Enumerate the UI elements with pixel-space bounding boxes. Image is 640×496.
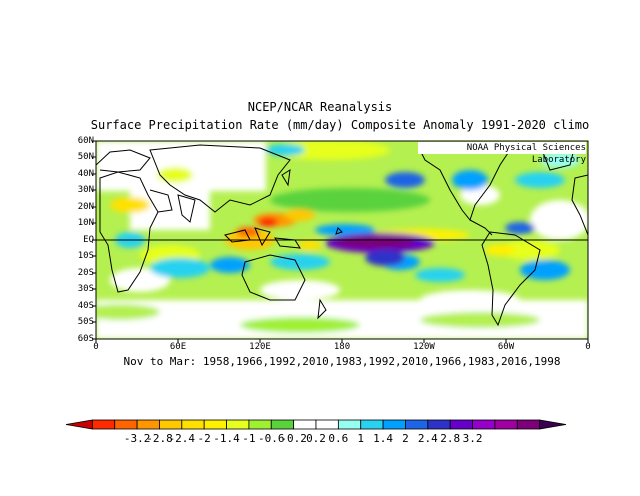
colorbar-label: -2 bbox=[197, 432, 211, 445]
colorbar-swatch bbox=[337, 419, 362, 430]
colorbar-label: -1 bbox=[242, 432, 256, 445]
lat-label: 40S bbox=[77, 301, 94, 311]
lon-label: 0 bbox=[585, 342, 591, 352]
colorbar-label: -3.2 bbox=[123, 432, 151, 445]
lon-label: 0 bbox=[93, 342, 99, 352]
composite-years-caption: Nov to Mar: 1958,1966,1992,2010,1983,199… bbox=[123, 355, 561, 368]
colorbar-swatch bbox=[248, 419, 272, 430]
colorbar-swatch bbox=[516, 419, 541, 430]
lat-label: 30N bbox=[77, 185, 94, 195]
lat-label: 10S bbox=[77, 251, 94, 261]
colorbar-label: -0.6 bbox=[258, 432, 285, 445]
colorbar-label: 1.4 bbox=[373, 432, 394, 445]
colorbar-swatch bbox=[449, 419, 473, 430]
colorbar-swatch bbox=[181, 419, 205, 430]
colorbar-swatch bbox=[293, 419, 317, 430]
title-line1: NCEP/NCAR Reanalysis bbox=[247, 100, 393, 114]
colorbar-swatch bbox=[405, 419, 429, 430]
anomaly-field bbox=[96, 141, 588, 339]
coastlines bbox=[96, 144, 588, 327]
colorbar-swatch bbox=[65, 419, 93, 430]
ticks bbox=[92, 140, 589, 343]
colorbar-label: 3.2 bbox=[462, 432, 483, 445]
colorbar-swatch bbox=[159, 419, 183, 430]
lat-label: 60S bbox=[77, 334, 94, 344]
lat-label: 50S bbox=[77, 317, 94, 327]
colorbar-label: -2.4 bbox=[168, 432, 196, 445]
colorbar-swatch bbox=[382, 419, 406, 430]
lat-label: 50N bbox=[77, 152, 94, 162]
watermark-box bbox=[418, 142, 586, 154]
colorbar-label: -2.8 bbox=[146, 432, 173, 445]
lat-label: EQ bbox=[83, 235, 94, 245]
colorbar-swatch bbox=[315, 419, 339, 430]
lat-label: 20S bbox=[77, 268, 94, 278]
lat-label: 60N bbox=[77, 136, 94, 146]
colorbar-swatch bbox=[539, 419, 567, 430]
lat-label: 10N bbox=[77, 218, 94, 228]
colorbar-swatch bbox=[203, 419, 227, 430]
title-line2: Surface Precipitation Rate (mm/day) Comp… bbox=[90, 118, 590, 132]
colorbar-label: 0.6 bbox=[328, 432, 349, 445]
lon-label: 120E bbox=[249, 342, 271, 352]
colorbar-label: 2 bbox=[402, 432, 409, 445]
lat-label: 30S bbox=[77, 284, 94, 294]
colorbar-swatch bbox=[226, 419, 250, 430]
colorbar-swatch bbox=[427, 419, 451, 430]
lon-label: 60E bbox=[169, 342, 187, 352]
colorbar-label: -0.2 bbox=[280, 432, 307, 445]
colorbar-swatch bbox=[114, 419, 138, 430]
colorbar-swatch bbox=[91, 419, 116, 430]
colorbar-label: 1 bbox=[357, 432, 365, 445]
colorbar-swatch bbox=[494, 419, 518, 430]
colorbar-swatch bbox=[136, 419, 160, 430]
colorbar-label: 0.2 bbox=[306, 432, 326, 445]
watermark: NOAA Physical Sciences Laboratory bbox=[466, 143, 586, 165]
colorbar-label: 2.8 bbox=[440, 432, 461, 445]
lon-label: 60W bbox=[497, 342, 515, 352]
lat-label: 20N bbox=[77, 202, 94, 212]
colorbar-label: 2.4 bbox=[417, 432, 438, 445]
colorbar bbox=[65, 419, 567, 430]
lat-label: 40N bbox=[77, 169, 94, 179]
lon-label: 120W bbox=[413, 342, 435, 352]
lon-label: 180 bbox=[333, 342, 351, 352]
colorbar-label: -1.4 bbox=[213, 432, 240, 445]
colorbar-swatch bbox=[472, 419, 496, 430]
colorbar-swatch bbox=[360, 419, 384, 430]
colorbar-swatch bbox=[270, 419, 295, 430]
